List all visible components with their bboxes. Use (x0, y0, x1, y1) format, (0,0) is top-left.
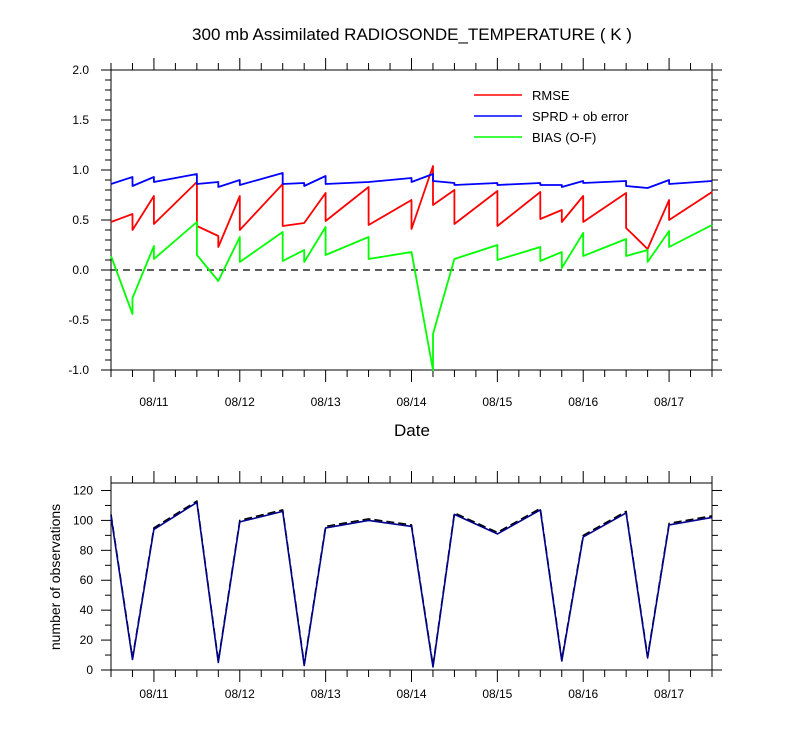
bottom-x-tick-label: 08/15 (482, 687, 512, 701)
legend-label-rmse: RMSE (532, 88, 570, 103)
bottom-x-tick-label: 08/11 (139, 687, 168, 701)
top-x-tick-label: 08/13 (311, 395, 341, 409)
legend-label-sprd-ob-error: SPRD + ob error (532, 109, 629, 124)
series-bias-o-f (110, 221, 713, 371)
bottom-x-tick-label: 08/16 (568, 687, 598, 701)
bottom-y-tick-label: 120 (73, 483, 93, 497)
top-y-tick-label: 0.5 (72, 213, 89, 227)
chart-title: 300 mb Assimilated RADIOSONDE_TEMPERATUR… (192, 25, 632, 44)
series-rmse (110, 165, 713, 250)
bottom-y-tick-label: 80 (80, 543, 94, 557)
top-x-tick-label: 08/12 (225, 395, 255, 409)
series-sprd-ob-error (110, 172, 713, 189)
bottom-y-tick-label: 0 (86, 663, 93, 677)
bottom-y-tick-label: 60 (80, 573, 94, 587)
top-x-tick-label: 08/17 (654, 395, 684, 409)
y-axis-label-observations: number of observations (47, 504, 63, 650)
top-x-tick-label: 08/11 (139, 395, 168, 409)
top-y-tick-label: 2.0 (72, 63, 89, 77)
bottom-x-tick-label: 08/17 (654, 687, 684, 701)
top-y-tick-label: -1.0 (68, 363, 89, 377)
top-x-tick-label: 08/16 (568, 395, 598, 409)
series-bottom-line-2 (110, 501, 713, 668)
top-x-tick-label: 08/14 (396, 395, 426, 409)
bottom-y-tick-label: 40 (80, 603, 94, 617)
top-y-tick-label: -0.5 (68, 313, 89, 327)
bottom-x-tick-label: 08/12 (225, 687, 255, 701)
top-y-tick-label: 1.0 (72, 163, 89, 177)
bottom-frame (110, 482, 713, 671)
top-y-tick-label: 1.5 (72, 113, 89, 127)
top-x-tick-label: 08/15 (482, 395, 512, 409)
bottom-x-tick-label: 08/14 (396, 687, 426, 701)
bottom-y-tick-label: 100 (73, 513, 93, 527)
top-y-tick-label: 0.0 (72, 263, 89, 277)
bottom-y-tick-label: 20 (80, 633, 94, 647)
series-bottom-line-1 (110, 500, 713, 667)
legend-label-bias-o-f: BIAS (O-F) (532, 130, 596, 145)
x-axis-label: Date (394, 421, 430, 440)
bottom-chart: 08/11 08/12 08/13 08/14 08/15 08/16 08/17 120 10… (73, 471, 722, 701)
top-chart: 08/11 08/12 08/13 08/14 08/15 08/16 08/17 2.0 1.… (68, 58, 722, 409)
bottom-x-tick-label: 08/13 (311, 687, 341, 701)
